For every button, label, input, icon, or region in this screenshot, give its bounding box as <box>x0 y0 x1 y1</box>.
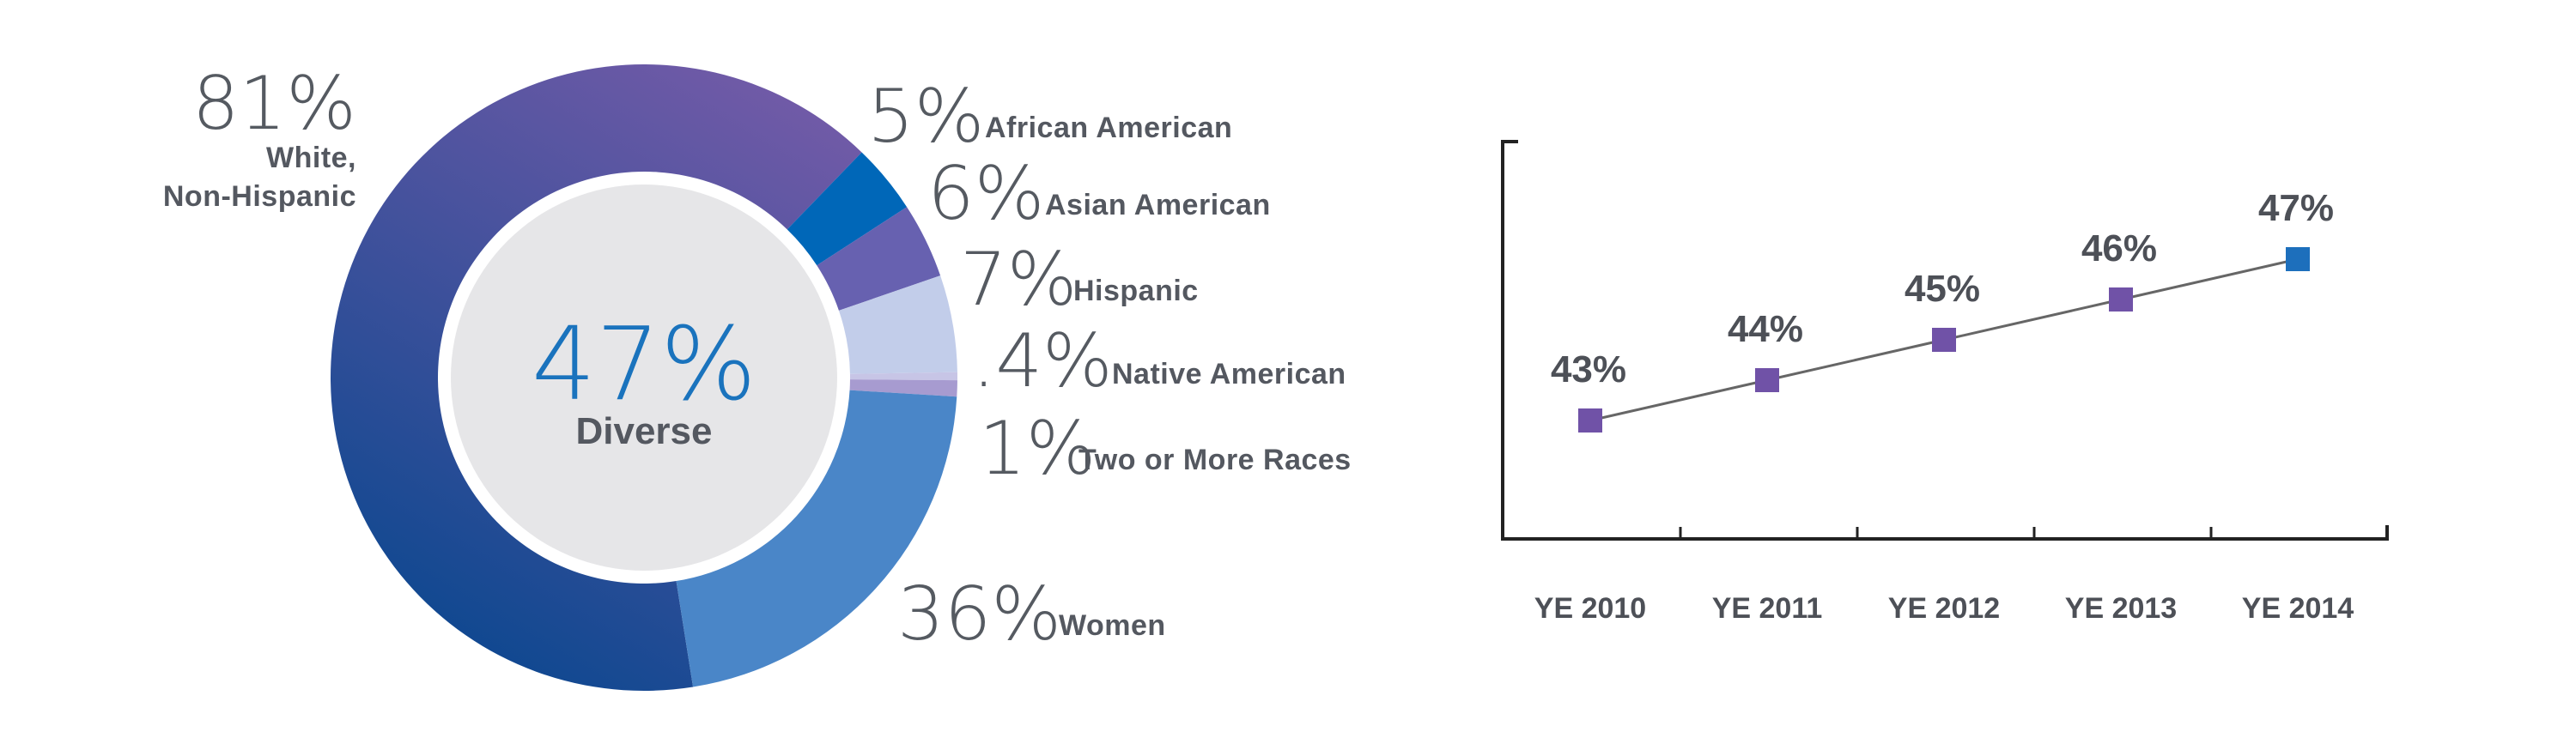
donut-slice-white <box>330 64 862 691</box>
label-women-name: Women <box>1059 609 1166 642</box>
x-tick-label: YE 2011 <box>1712 592 1823 625</box>
label-two-or-more-name: Two or More Races <box>1078 444 1352 476</box>
donut-slice-women <box>676 390 957 687</box>
label-native-american-name: Native American <box>1112 358 1346 390</box>
data-label: 43% <box>1551 348 1626 390</box>
label-asian-american-name: Asian American <box>1045 189 1271 221</box>
donut-center-label: Diverse <box>575 410 712 452</box>
donut-slice-hispanic <box>838 275 957 374</box>
data-point-ye-2014 <box>2286 247 2310 271</box>
label-white-name-line2: Non-Hispanic <box>163 180 356 213</box>
data-point-ye-2013 <box>2109 287 2133 312</box>
label-hispanic-pct: 7% <box>960 237 1077 323</box>
diversity-donut-chart: 47% Diverse <box>330 64 957 691</box>
donut-slice-asian-american <box>817 207 941 311</box>
x-tick-label: YE 2013 <box>2065 592 2177 625</box>
donut-slice-native-american <box>849 372 957 381</box>
label-white-name-line1: White, <box>266 142 356 174</box>
label-two-or-more-pct: 1% <box>979 406 1096 492</box>
diversity-trend-line-chart: 43% 44% 45% 46% 47% YE 2010 YE 2011 YE 2012 YE … <box>1501 140 2389 625</box>
donut-slice-african-american <box>787 152 908 266</box>
label-african-american-name: African American <box>985 112 1232 144</box>
donut-labels: 81% White, Non-Hispanic 5% African Ameri… <box>163 61 1352 657</box>
x-tick-label: YE 2014 <box>2242 592 2354 625</box>
label-african-american-pct: 5% <box>867 74 984 160</box>
x-tick-label: YE 2012 <box>1888 592 2000 625</box>
x-tick-label: YE 2010 <box>1534 592 1646 625</box>
data-label: 46% <box>2081 227 2157 269</box>
data-label: 44% <box>1728 308 1803 350</box>
donut-center-value: 47% <box>532 305 756 423</box>
label-white-pct: 81% <box>192 61 356 147</box>
chart-axes <box>1501 140 2389 541</box>
donut-center <box>451 184 837 571</box>
data-label: 45% <box>1905 268 1980 310</box>
label-asian-american-pct: 6% <box>927 151 1044 237</box>
donut-slice-two-or-more <box>849 379 957 397</box>
label-women-pct: 36% <box>897 572 1061 657</box>
data-point-ye-2012 <box>1932 328 1956 352</box>
data-label: 47% <box>2258 187 2334 229</box>
data-point-ye-2011 <box>1755 368 1779 392</box>
label-hispanic-name: Hispanic <box>1073 275 1199 307</box>
label-native-american-pct: .4% <box>972 318 1113 404</box>
data-point-ye-2010 <box>1578 408 1602 433</box>
